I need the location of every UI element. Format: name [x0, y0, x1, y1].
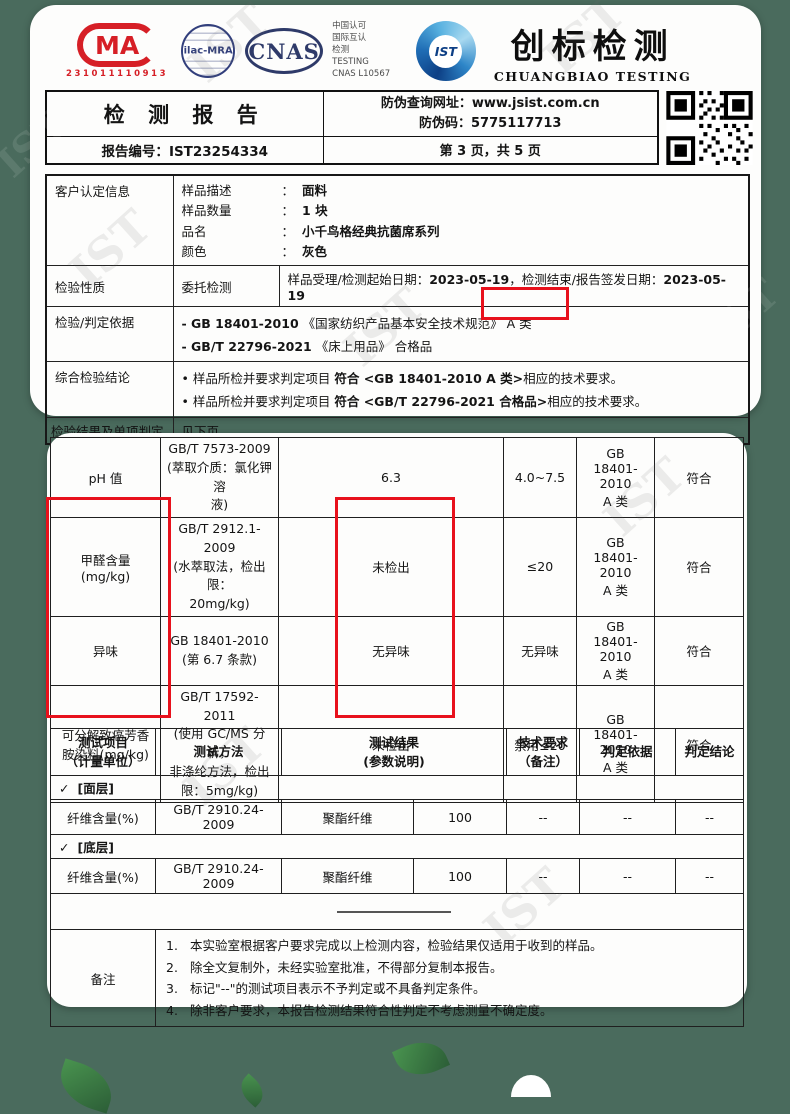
cell-result: 未检出: [278, 517, 504, 617]
company-name-en: CHUANGBIAO TESTING: [493, 68, 692, 84]
judgement-basis-row: 检验/判定依据 - GB 18401-2010 《国家纺织产品基本安全技术规范》…: [45, 305, 750, 363]
report-header-card: MA 231011110913 ilac-MRA CNAS 中国认可 国际互认 …: [30, 5, 761, 445]
cell-requirement: ≤20: [503, 517, 577, 617]
header-conclusion: 判定结论: [675, 728, 744, 776]
overall-conclusion: • 样品所检并要求判定项目 符合 <GB 18401-2010 A 类>相应的技…: [172, 361, 750, 418]
section-row-bottom: ✓ [底层]: [50, 834, 744, 859]
leaf-decoration: [53, 1058, 119, 1114]
section-row-face: ✓ [面层]: [50, 775, 744, 800]
white-dome-decoration: [511, 1075, 551, 1097]
cell-requirement: 无异味: [503, 615, 577, 686]
cell-requirement: --: [506, 799, 580, 835]
row-label: 综合检验结论: [45, 361, 174, 418]
leaf-decoration: [391, 1032, 451, 1085]
customer-info-row: 客户认定信息 样品描述：面料 样品数量： 1 块 品名：小千鸟格经典抗菌席系列 颜…: [45, 174, 750, 266]
company-name: 创标检测 CHUANGBIAO TESTING: [494, 19, 692, 84]
remark-row: 备注 1. 本实验室根据客户要求完成以上检测内容，检验结果仅适用于收到的样品。 2…: [50, 929, 744, 1027]
remark-notes: 1. 本实验室根据客户要求完成以上检测内容，检验结果仅适用于收到的样品。 2. 除全…: [155, 929, 744, 1027]
cma-arc-icon: [77, 23, 158, 67]
report-header-strip: 检 测 报 告 防伪查询网址：www.jsist.com.cn 防伪码：5775…: [45, 90, 761, 165]
cell-basis: GB 18401-2010 A 类: [576, 437, 655, 518]
cell-conclusion: --: [675, 799, 744, 835]
ist-logo: IST: [415, 21, 476, 81]
fiber-row-bottom: 纤维含量(%) GB/T 2910.24-2009 聚酯纤维 100 -- --…: [50, 858, 744, 894]
cell-item: 异味: [50, 615, 161, 686]
judgement-basis: - GB 18401-2010 《国家纺织产品基本安全技术规范》 A 类 - G…: [172, 305, 750, 363]
qr-code: [666, 91, 753, 165]
cell-item: 纤维含量(%): [50, 858, 156, 894]
table-row-ph: pH 值 GB/T 7573-2009 (萃取介质：氯化钾溶 液) 6.3 4.…: [50, 437, 744, 518]
cell-result-value: 100: [413, 799, 507, 835]
cma-number: 231011110913: [66, 69, 169, 79]
row-label: 客户认定信息: [45, 174, 174, 266]
test-dates: 样品受理/检测起始日期：2023-05-19，检测结束/报告签发日期：2023-…: [278, 265, 750, 307]
cell-item: 纤维含量(%): [50, 799, 156, 835]
test-nature-row: 检验性质 委托检测 样品受理/检测起始日期：2023-05-19，检测结束/报告…: [45, 265, 750, 307]
header-item: 测试项目 （计量单位）: [50, 728, 156, 776]
report-number: 报告编号：IST23254334: [45, 135, 324, 165]
table-row-formaldehyde: 甲醛含量 (mg/kg) GB/T 2912.1-2009 (水萃取法，检出限：…: [50, 517, 744, 617]
cell-basis: --: [579, 858, 676, 894]
ilac-mra-logo: ilac-MRA: [181, 24, 236, 78]
check-icon: ✓: [59, 840, 70, 855]
antifake-info: 防伪查询网址：www.jsist.com.cn 防伪码：5775117713: [322, 90, 659, 137]
cma-logo: MA 231011110913: [66, 23, 168, 79]
report-title: 检 测 报 告: [45, 90, 324, 137]
cell-method: GB/T 7573-2009 (萃取介质：氯化钾溶 液): [160, 437, 279, 518]
results-card: pH 值 GB/T 7573-2009 (萃取介质：氯化钾溶 液) 6.3 4.…: [47, 433, 747, 1027]
end-of-data-row: [50, 893, 744, 930]
cnas-logo: CNAS: [245, 28, 324, 74]
fiber-row-face: 纤维含量(%) GB/T 2910.24-2009 聚酯纤维 100 -- --…: [50, 799, 744, 835]
header-basis: 判定依据: [579, 728, 676, 776]
header-method: 测试方法: [155, 728, 282, 776]
cell-item: pH 值: [50, 437, 161, 518]
cell-conclusion: 符合: [654, 437, 744, 518]
remark-label: 备注: [50, 929, 156, 1027]
accreditation-text: 中国认可 国际互认 检测 TESTING CNAS L10567: [332, 21, 391, 79]
cell-method: GB/T 2912.1-2009 (水萃取法，检出限： 20mg/kg): [160, 517, 279, 617]
cell-requirement: 4.0~7.5: [503, 437, 577, 518]
fiber-header-row: 测试项目 （计量单位） 测试方法 测试结果 (参数说明) 技术要求 （备注） 判…: [50, 728, 744, 776]
fiber-content-table: 测试项目 （计量单位） 测试方法 测试结果 (参数说明) 技术要求 （备注） 判…: [50, 728, 744, 1027]
report-header-table: 检 测 报 告 防伪查询网址：www.jsist.com.cn 防伪码：5775…: [45, 90, 659, 165]
sample-info-table: 客户认定信息 样品描述：面料 样品数量： 1 块 品名：小千鸟格经典抗菌席系列 颜…: [45, 174, 750, 445]
accreditation-logo-row: MA 231011110913 ilac-MRA CNAS 中国认可 国际互认 …: [30, 5, 761, 87]
test-nature-value: 委托检测: [172, 265, 280, 307]
cell-method: GB/T 2910.24-2009: [155, 858, 282, 894]
cell-requirement: --: [506, 858, 580, 894]
cell-conclusion: --: [675, 858, 744, 894]
leaf-decoration: [234, 1073, 270, 1108]
header-requirement: 技术要求 （备注）: [506, 728, 580, 776]
cell-conclusion: 符合: [654, 517, 744, 617]
company-name-cn: 创标检测: [510, 26, 675, 67]
cell-basis: GB 18401-2010 A 类: [576, 615, 655, 686]
cell-result: 无异味: [278, 615, 504, 686]
cell-basis: --: [579, 799, 676, 835]
cell-result-name: 聚酯纤维: [281, 858, 414, 894]
antifake-code: 5775117713: [471, 115, 562, 131]
cell-method: GB 18401-2010 (第 6.7 条款): [160, 615, 279, 686]
antifake-url: www.jsist.com.cn: [471, 95, 600, 111]
cell-method: GB/T 2910.24-2009: [155, 799, 282, 835]
overall-conclusion-row: 综合检验结论 • 样品所检并要求判定项目 符合 <GB 18401-2010 A…: [45, 361, 750, 418]
row-label: 检验/判定依据: [45, 305, 174, 363]
sample-fields: 样品描述：面料 样品数量： 1 块 品名：小千鸟格经典抗菌席系列 颜色：灰色: [172, 174, 750, 266]
cell-result-value: 100: [413, 858, 507, 894]
cell-result-name: 聚酯纤维: [281, 799, 414, 835]
cell-conclusion: 符合: [654, 615, 744, 686]
page-indicator: 第 3 页，共 5 页: [322, 135, 659, 165]
end-of-data-line: [337, 910, 451, 913]
table-row-odor: 异味 GB 18401-2010 (第 6.7 条款) 无异味 无异味 GB 1…: [50, 615, 744, 686]
cell-basis: GB 18401-2010 A 类: [576, 517, 655, 617]
header-result: 测试结果 (参数说明): [281, 728, 507, 776]
row-label: 检验性质: [45, 265, 174, 307]
cell-item: 甲醛含量 (mg/kg): [50, 517, 161, 617]
check-icon: ✓: [59, 781, 70, 796]
cell-result: 6.3: [278, 437, 504, 518]
